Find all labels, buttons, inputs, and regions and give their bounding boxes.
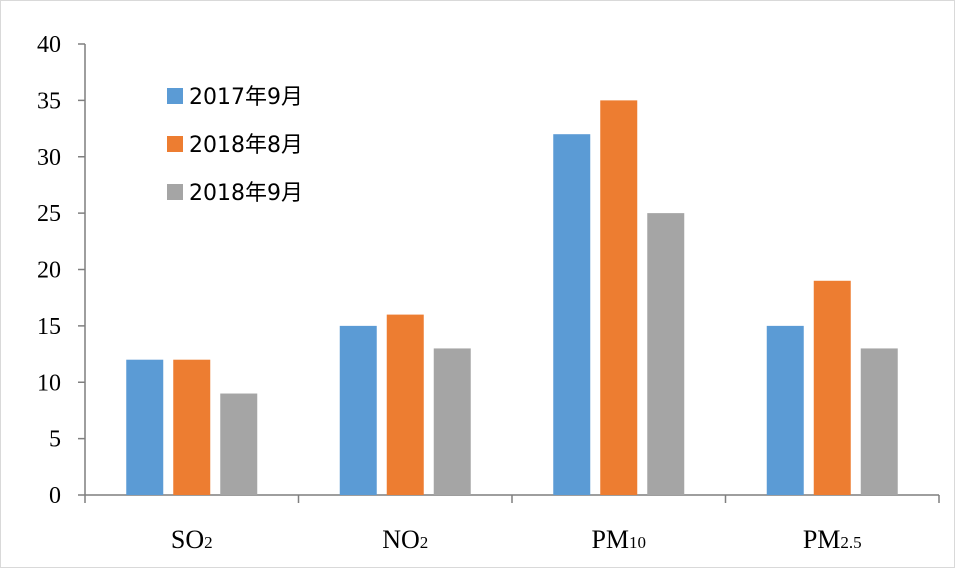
y-tick-label: 20 <box>37 258 61 284</box>
category-label: NO2 <box>382 525 428 554</box>
bar <box>553 134 591 495</box>
legend-label: 2018年8月 <box>189 133 303 158</box>
y-tick-label: 35 <box>37 88 61 114</box>
category-labels: SO2 NO2 PM10 PM2.5 <box>171 525 862 554</box>
legend-swatch <box>167 136 183 152</box>
y-tick-label: 0 <box>49 483 61 509</box>
legend-label: 2017年9月 <box>189 85 303 110</box>
bar <box>813 280 851 495</box>
legend-swatch <box>167 184 183 200</box>
category-label: PM10 <box>591 525 646 554</box>
bar <box>860 348 898 495</box>
bar <box>386 314 424 495</box>
category-label: PM2.5 <box>803 525 862 554</box>
y-tick-label: 15 <box>37 314 61 340</box>
y-tick-label: 10 <box>37 370 61 396</box>
bar <box>220 393 258 495</box>
legend-label: 2018年9月 <box>189 181 303 206</box>
bar <box>433 348 471 495</box>
legend-swatch <box>167 88 183 104</box>
bar <box>126 359 164 495</box>
y-tick-labels: 0 5 10 15 20 25 30 35 40 <box>37 32 61 509</box>
bar <box>600 100 638 495</box>
category-label: SO2 <box>171 525 213 554</box>
y-tick-label: 40 <box>37 32 61 58</box>
bar <box>339 325 377 495</box>
y-tick-label: 5 <box>49 427 61 453</box>
bar <box>766 325 804 495</box>
y-tick-label: 30 <box>37 145 61 171</box>
bar <box>173 359 211 495</box>
legend: 2017年9月 2018年8月 2018年9月 <box>167 85 303 206</box>
bar <box>647 213 685 495</box>
y-tick-label: 25 <box>37 201 61 227</box>
bars <box>126 100 898 495</box>
